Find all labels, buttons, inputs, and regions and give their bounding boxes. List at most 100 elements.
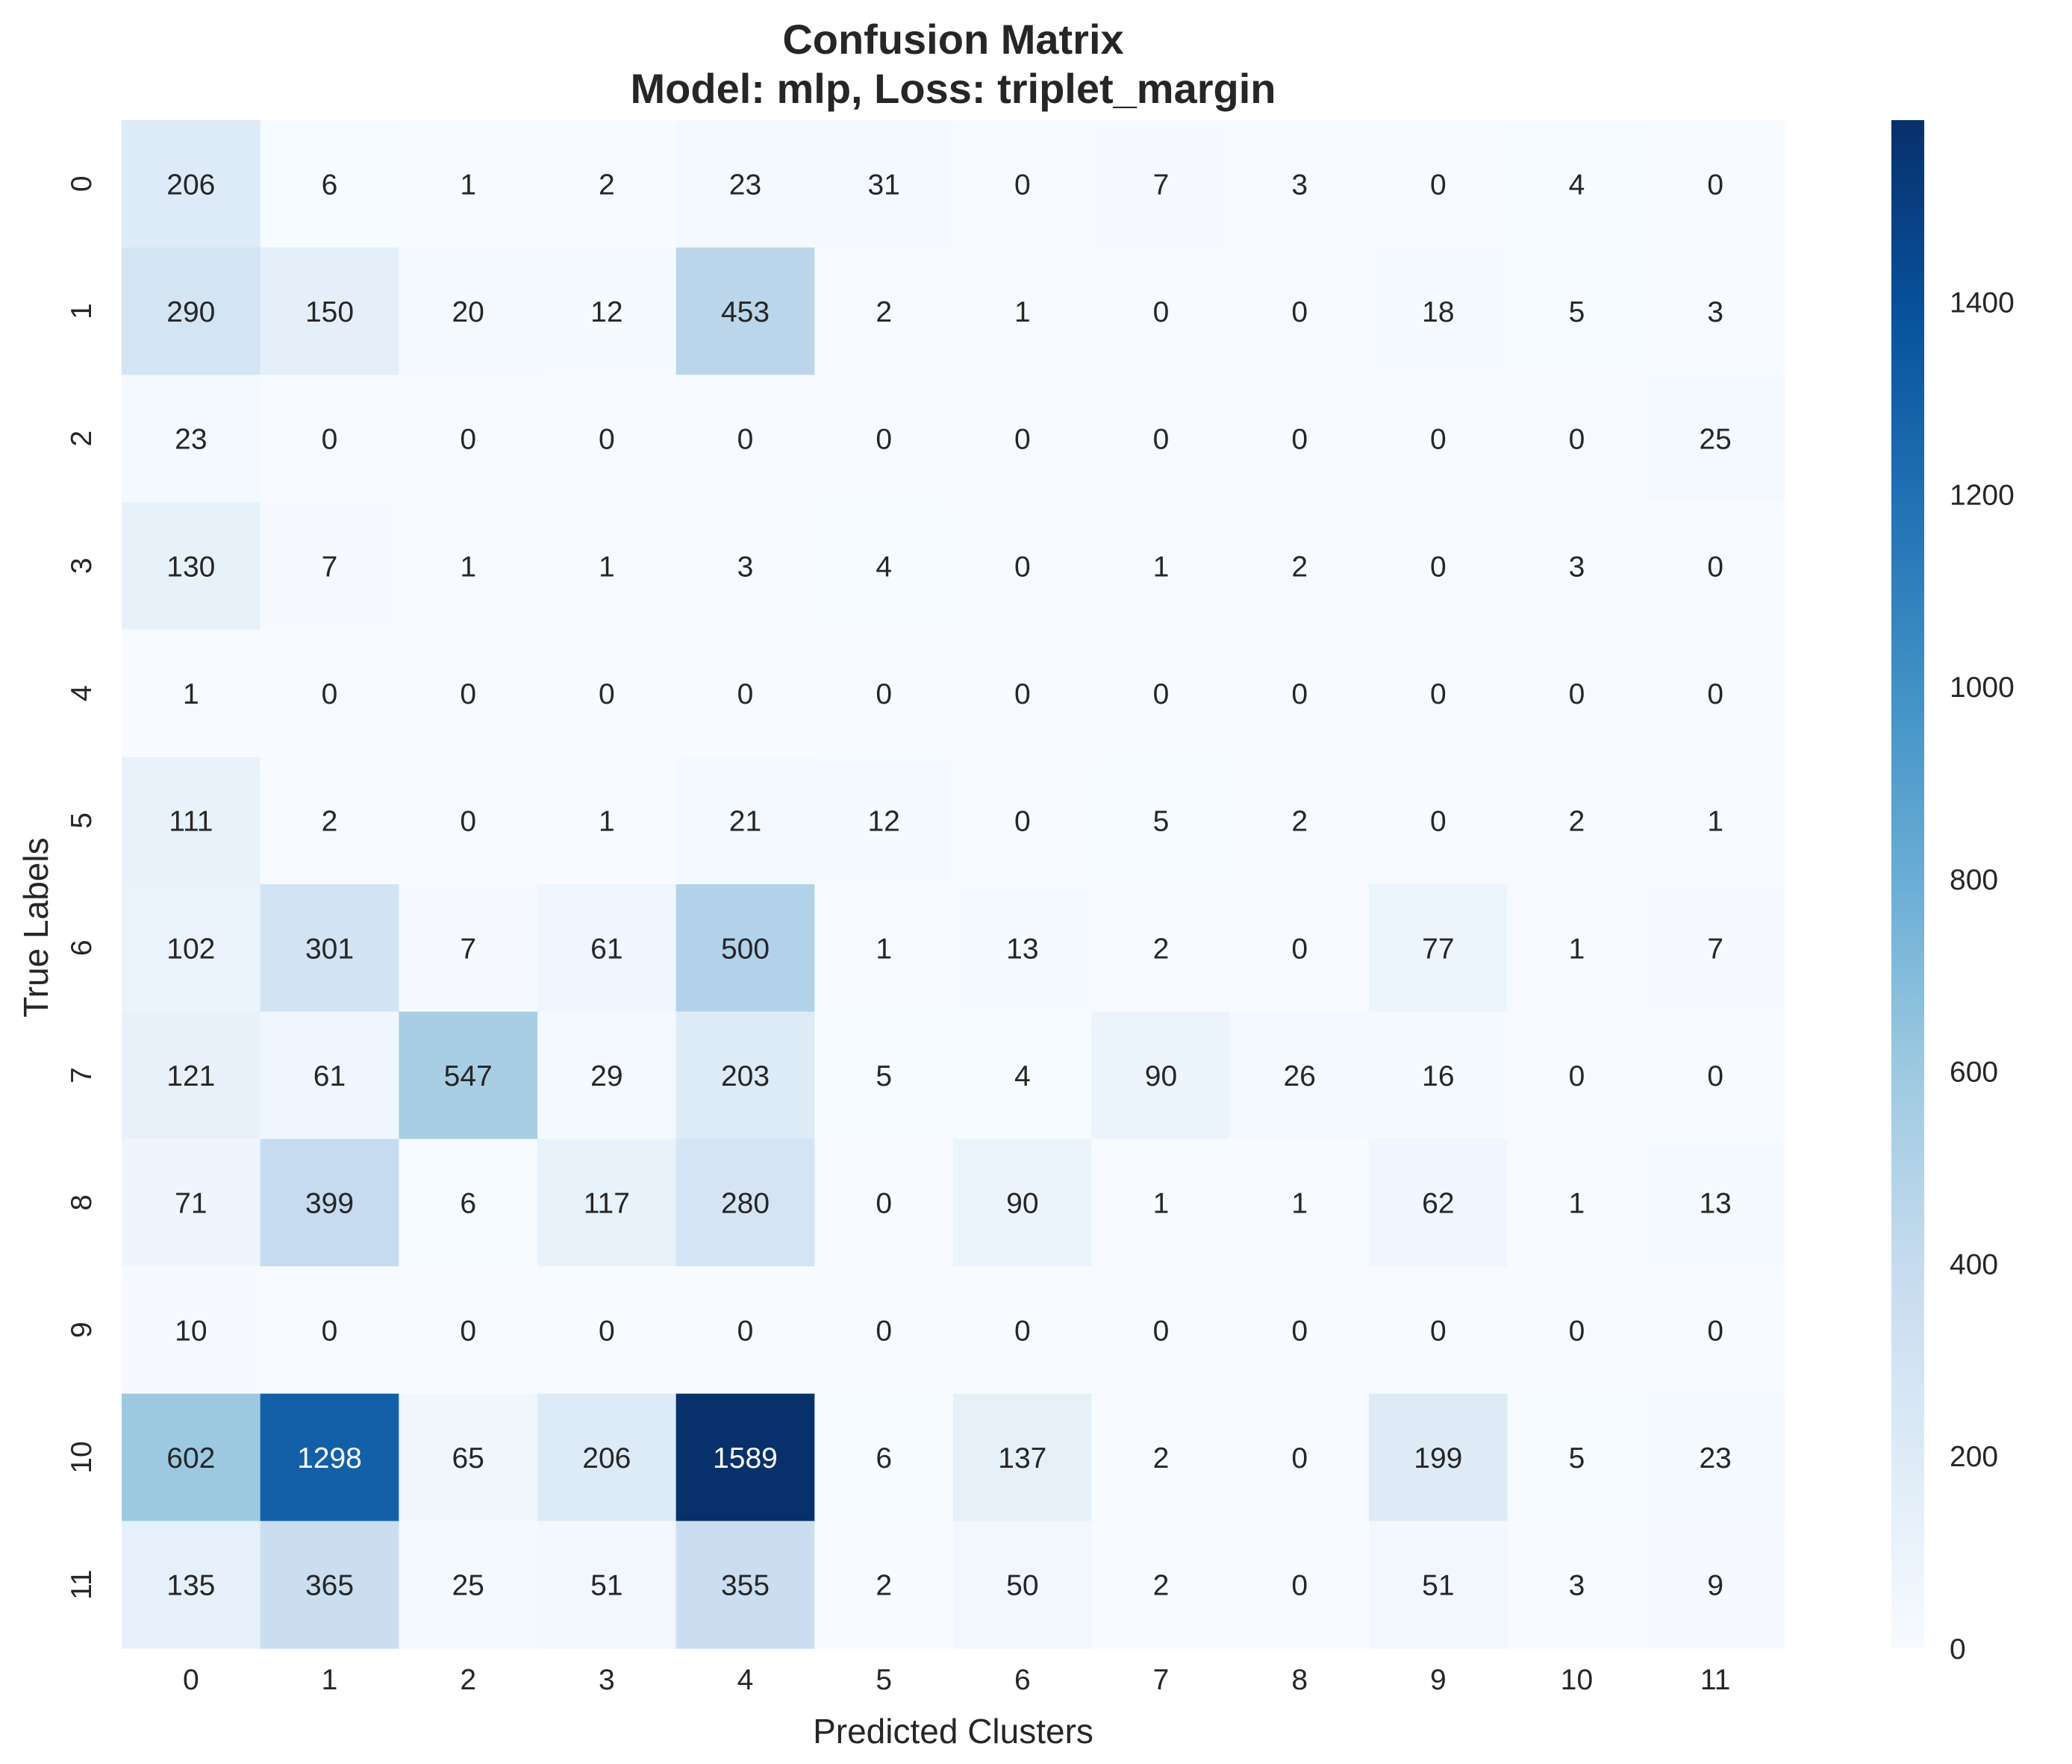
cell-value-label: 0	[1569, 1060, 1585, 1092]
cell-value-label: 2	[1153, 1570, 1170, 1602]
y-tick-label: 10	[66, 1441, 98, 1473]
heatmap-cell	[399, 884, 538, 1013]
x-tick-label: 11	[1700, 1664, 1731, 1696]
heatmap-cell	[399, 375, 538, 503]
x-tick-label: 9	[1430, 1664, 1447, 1696]
cell-value-label: 0	[1707, 678, 1723, 710]
cell-value-label: 20	[452, 296, 484, 328]
heatmap-cell	[1507, 1139, 1647, 1267]
colorbar-tick-label: 1400	[1950, 287, 2015, 319]
heatmap-cell	[814, 1011, 954, 1139]
heatmap-cell	[122, 757, 261, 885]
y-tick-label: 3	[66, 557, 98, 574]
cell-value-label: 0	[322, 424, 338, 456]
cell-value-label: 7	[1707, 933, 1723, 965]
heatmap-cell	[122, 247, 261, 375]
heatmap-cell	[260, 757, 399, 885]
cell-value-label: 1	[599, 551, 615, 583]
heatmap-cell	[260, 1011, 399, 1139]
heatmap-cell	[1230, 247, 1370, 375]
y-axis-label: True Labels	[16, 837, 55, 1017]
heatmap-cell	[1369, 757, 1508, 885]
heatmap-cell	[953, 1266, 1093, 1395]
cell-value-label: 102	[166, 933, 215, 965]
cell-value-label: 355	[721, 1570, 770, 1602]
cell-value-label: 602	[166, 1442, 215, 1474]
x-tick-label: 0	[183, 1664, 199, 1696]
cell-value-label: 1589	[713, 1442, 778, 1474]
heatmap-cell	[399, 629, 538, 757]
cell-value-label: 1	[1569, 1188, 1585, 1220]
heatmap-cell	[675, 1011, 815, 1139]
heatmap-cell	[1369, 884, 1508, 1013]
cell-value-label: 0	[1430, 551, 1447, 583]
heatmap-cell	[1091, 629, 1231, 757]
cell-value-label: 0	[599, 678, 615, 710]
colorbar-tick-label: 1200	[1950, 479, 2015, 511]
heatmap-cell	[953, 1139, 1093, 1267]
cell-value-label: 2	[1153, 933, 1170, 965]
heatmap-cell	[1230, 1139, 1370, 1267]
cell-value-label: 280	[721, 1188, 770, 1220]
cell-value-label: 0	[1291, 1570, 1308, 1602]
heatmap-cell	[675, 1266, 815, 1395]
cell-value-label: 206	[582, 1442, 631, 1474]
cell-value-label: 199	[1414, 1442, 1462, 1474]
heatmap-cell	[1646, 1521, 1785, 1649]
cell-value-label: 3	[1291, 169, 1308, 201]
heatmap-cell	[953, 247, 1093, 375]
cell-value-label: 0	[737, 678, 754, 710]
heatmap-cell	[260, 884, 399, 1013]
heatmap-cell	[260, 247, 399, 375]
cell-value-label: 1	[599, 806, 615, 838]
heatmap-cell	[953, 375, 1093, 503]
y-tick-labels: 0 1 2 3 4 5 6 7 8 9 10 11	[66, 175, 98, 1599]
chart-title-line-2: Model: mlp, Loss: triplet_margin	[631, 65, 1276, 112]
cell-value-label: 0	[1153, 424, 1170, 456]
heatmap-cell	[953, 884, 1093, 1013]
cell-value-label: 137	[998, 1442, 1046, 1474]
colorbar	[1891, 120, 1924, 1648]
heatmap-cell	[260, 1521, 399, 1649]
x-tick-label: 10	[1561, 1664, 1593, 1696]
heatmap-cell	[953, 629, 1093, 757]
cell-value-label: 2	[876, 1570, 892, 1602]
cell-value-label: 23	[1699, 1442, 1731, 1474]
cell-value-label: 5	[1569, 1442, 1585, 1474]
cell-value-label: 0	[1430, 169, 1447, 201]
heatmap-cell	[1646, 629, 1785, 757]
colorbar-tick-label: 1000	[1950, 672, 2015, 704]
x-tick-labels: 0 1 2 3 4 5 6 7 8 9 10 11	[183, 1664, 1730, 1696]
heatmap-cell	[814, 1521, 954, 1649]
cell-value-label: 0	[1707, 551, 1723, 583]
heatmap-cell	[675, 629, 815, 757]
cell-value-label: 0	[1569, 1315, 1585, 1347]
heatmap-cell	[1646, 1139, 1785, 1267]
cell-value-label: 0	[876, 1315, 892, 1347]
x-tick-label: 5	[876, 1664, 892, 1696]
cell-value-label: 29	[590, 1060, 622, 1092]
heatmap-cell	[122, 629, 261, 757]
heatmap-cell	[399, 1266, 538, 1395]
heatmap-cell	[1230, 375, 1370, 503]
x-tick-label: 2	[460, 1664, 476, 1696]
heatmap-cell	[814, 1393, 954, 1521]
cell-value-label: 150	[305, 296, 354, 328]
cell-value-label: 206	[166, 169, 215, 201]
cell-value-label: 2	[1153, 1442, 1170, 1474]
heatmap-cell	[399, 120, 538, 248]
cell-value-label: 0	[876, 678, 892, 710]
y-tick-label: 7	[66, 1067, 98, 1083]
heatmap-cell	[1230, 120, 1370, 248]
heatmap-cell	[953, 120, 1093, 248]
heatmap-cell	[260, 120, 399, 248]
heatmap-cell	[1230, 1393, 1370, 1521]
heatmap-cell	[122, 1521, 261, 1649]
heatmap-cell	[1646, 1266, 1785, 1395]
heatmap-cell	[814, 1266, 954, 1395]
heatmap-cell	[1369, 375, 1508, 503]
heatmap-cell	[1507, 502, 1647, 631]
chart-title-line-1: Confusion Matrix	[782, 16, 1123, 63]
heatmap-cell	[953, 1393, 1093, 1521]
